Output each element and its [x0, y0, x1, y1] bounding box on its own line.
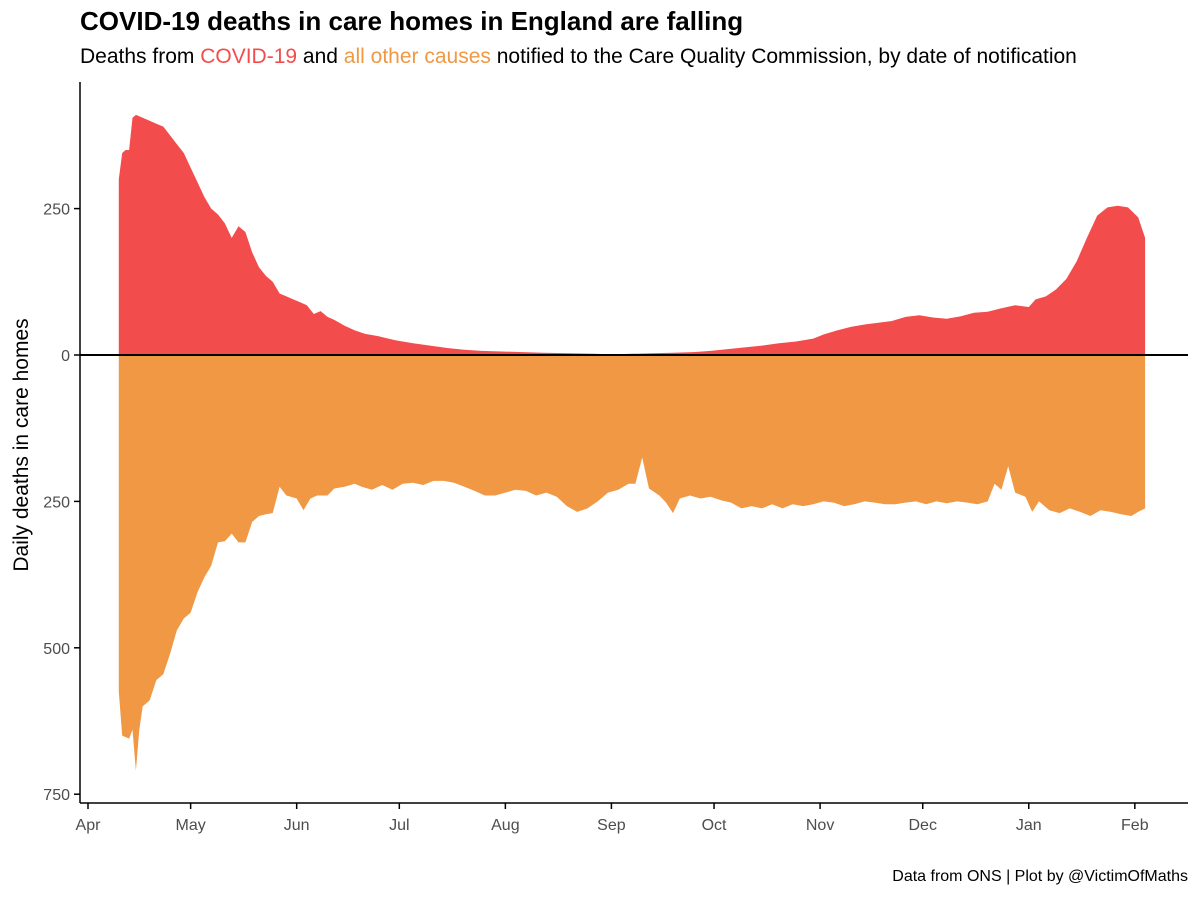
- x-tick-label: Aug: [491, 817, 519, 834]
- x-tick-label: Dec: [908, 817, 936, 834]
- area-series-covid: [118, 114, 1146, 356]
- x-tick-label: Jul: [389, 817, 409, 834]
- y-tick-label: 0: [61, 348, 70, 365]
- subtitle-other-label: all other causes: [343, 45, 491, 68]
- y-axis-title: Daily deaths in care homes: [10, 318, 33, 571]
- y-tick-label: 250: [43, 494, 70, 511]
- x-tick-label: Feb: [1121, 817, 1149, 834]
- chart-areas: [118, 114, 1146, 771]
- x-tick-label: Sep: [597, 817, 626, 834]
- area-series-other-causes: [118, 355, 1146, 771]
- y-ticks: 250 0 250 500 750: [43, 202, 80, 804]
- x-tick-label: Apr: [76, 817, 102, 834]
- subtitle-middle: and: [297, 45, 344, 68]
- x-ticks: Apr May Jun Jul Aug Sep Oct Nov Dec Jan Feb: [76, 803, 1149, 834]
- y-tick-label: 500: [43, 641, 70, 658]
- x-tick-label: Nov: [806, 817, 834, 834]
- subtitle-suffix: notified to the Care Quality Commission,…: [490, 45, 1077, 68]
- chart-caption: Data from ONS | Plot by @VictimOfMaths: [892, 868, 1188, 885]
- y-tick-label: 750: [43, 787, 70, 804]
- chart-title: COVID-19 deaths in care homes in England…: [80, 6, 744, 36]
- x-tick-label: Jun: [284, 817, 310, 834]
- y-tick-label: 250: [43, 202, 70, 219]
- x-tick-label: Oct: [702, 817, 727, 834]
- subtitle-prefix: Deaths from: [80, 45, 201, 68]
- x-tick-label: Jan: [1016, 817, 1042, 834]
- x-tick-label: May: [176, 817, 206, 834]
- chart-subtitle: Deaths from COVID-19 and all other cause…: [80, 45, 1077, 69]
- subtitle-covid-label: COVID-19: [200, 45, 298, 68]
